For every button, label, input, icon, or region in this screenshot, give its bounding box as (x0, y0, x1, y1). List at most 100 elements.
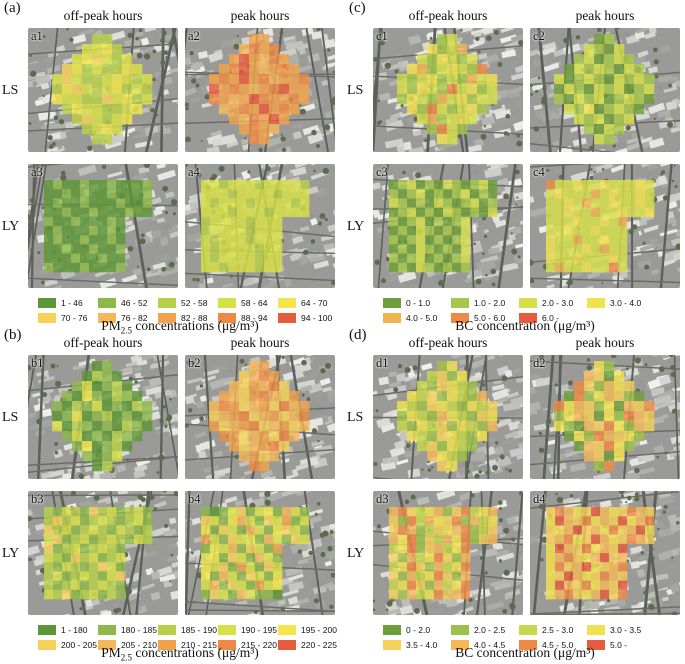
grid-cell (82, 44, 93, 55)
grid-cell (447, 64, 458, 75)
grid-cell (201, 235, 211, 245)
grid-cell (229, 421, 240, 432)
grid-cell (467, 421, 478, 432)
grid-cell (434, 253, 444, 264)
grid-cell (434, 216, 444, 227)
grid-cell (407, 64, 418, 75)
grid-cell (479, 507, 489, 517)
legend-swatch (218, 640, 236, 651)
grid-cell (116, 235, 126, 245)
grid-cell (279, 84, 290, 95)
grid-cell (457, 391, 468, 402)
grid-cell (228, 253, 238, 264)
grid-cell (407, 411, 418, 422)
grid-cell (239, 94, 250, 105)
grid-cell (564, 401, 575, 412)
grid-cell (564, 198, 574, 208)
grid-cell (398, 207, 408, 218)
grid-cell (618, 198, 628, 208)
grid-cell (452, 180, 462, 190)
grid-cell (237, 198, 247, 208)
grid-cell (407, 421, 418, 432)
grid-cell (107, 262, 117, 273)
grid-cell (259, 134, 270, 145)
grid-cell (273, 253, 283, 264)
grid-cell (116, 553, 126, 563)
grid-cell (264, 253, 274, 264)
grid-cell (618, 534, 628, 545)
grid-cell (143, 198, 153, 208)
grid-cell (389, 562, 399, 572)
grid-cell (546, 207, 556, 218)
legend-label: 3.5 - 4.0 (406, 640, 438, 651)
grid-cell (488, 507, 498, 517)
grid-cell (142, 94, 153, 105)
grid-cell (239, 381, 250, 392)
map-sub-label: b3 (31, 492, 44, 506)
legend-item: 94 - 100 (278, 309, 332, 324)
grid-cell (71, 216, 81, 227)
grid-cell (407, 226, 417, 236)
grid-cell (62, 553, 72, 563)
grid-cell (249, 94, 260, 105)
grid-cell (98, 235, 108, 245)
grid-cell (229, 441, 240, 452)
grid-cell (300, 507, 310, 517)
grid-cell (219, 571, 229, 581)
map-image (530, 164, 680, 288)
map-tile: c4 (530, 164, 680, 288)
grid-cell (574, 54, 585, 65)
grid-cell (273, 235, 283, 245)
grid-cell (443, 226, 453, 236)
grid-cell (210, 543, 220, 554)
grid-cell (239, 451, 250, 462)
grid-cell (564, 553, 574, 563)
grid-cell (584, 371, 595, 382)
row-label: LS (347, 410, 364, 425)
grid-cell (269, 381, 280, 392)
grid-cell (107, 198, 117, 208)
grid-cell (72, 431, 83, 442)
grid-cell (92, 461, 103, 472)
grid-cell (425, 189, 435, 199)
grid-cell (425, 207, 435, 218)
grid-cell (398, 189, 408, 199)
grid-cell (398, 180, 408, 190)
grid-cell (624, 74, 635, 85)
grid-cell (209, 74, 220, 85)
grid-cell (289, 104, 300, 115)
grid-cell (582, 189, 592, 199)
grid-cell (112, 441, 123, 452)
grid-cell (229, 411, 240, 422)
grid-cell (479, 525, 489, 535)
grid-cell (102, 64, 113, 75)
grid-cell (102, 94, 113, 105)
grid-cell (229, 54, 240, 65)
grid-cell (461, 553, 471, 563)
grid-cell (239, 124, 250, 135)
grid-cell (591, 571, 601, 581)
grid-cell (246, 180, 256, 190)
grid-cell (624, 114, 635, 125)
grid-cell (210, 180, 220, 190)
grid-cell (98, 216, 108, 227)
grid-cell (279, 391, 290, 402)
grid-cell (249, 411, 260, 422)
legend-item: 2.0 - 2.5 (451, 621, 505, 636)
grid-cell (112, 64, 123, 75)
grid-cell (564, 543, 574, 554)
grid-cell (389, 580, 399, 591)
grid-cell (555, 525, 565, 535)
grid-cell (239, 401, 250, 412)
grid-cell (447, 451, 458, 462)
grid-cell (279, 401, 290, 412)
grid-cell (604, 451, 615, 462)
grid-cell (89, 543, 99, 554)
grid-cell (269, 371, 280, 382)
grid-cell (554, 84, 565, 95)
row-label: LY (347, 546, 365, 561)
grid-cell (555, 244, 565, 254)
grid-cell (107, 534, 117, 545)
map-tile: d3 (373, 491, 523, 615)
grid-cell (228, 507, 238, 517)
